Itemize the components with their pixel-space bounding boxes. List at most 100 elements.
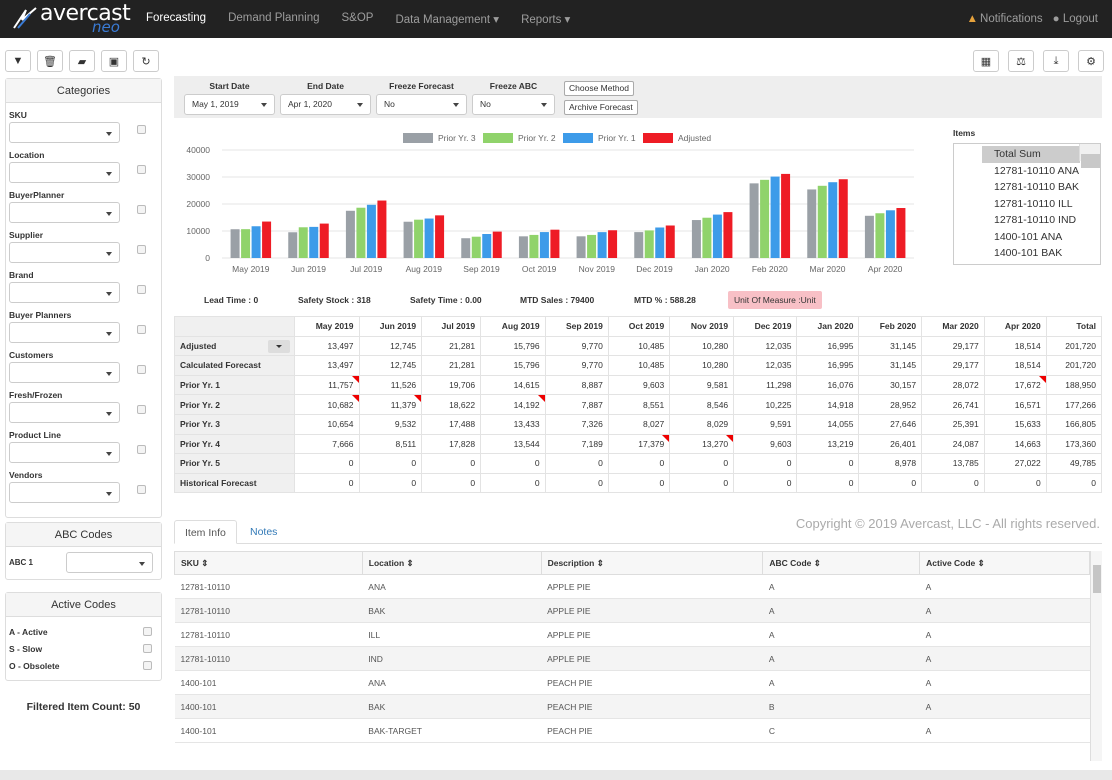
- nav-reports[interactable]: Reports ▾: [521, 14, 571, 26]
- freeze-abc-label: Freeze ABC: [489, 81, 538, 91]
- forecast-cell: 29,177: [921, 355, 985, 376]
- items-column-header[interactable]: Description ⇕: [540, 551, 764, 575]
- category-select-buyerplanner[interactable]: [9, 202, 120, 223]
- save-icon: ▣: [108, 55, 120, 68]
- table-row[interactable]: 12781-10110 ILL APPLE PIE A A: [174, 622, 1090, 647]
- freeze-abc-select[interactable]: No: [472, 94, 555, 115]
- items-list-entry[interactable]: 1400-101 BAK: [994, 247, 1063, 259]
- category-checkbox-buyerplanner[interactable]: [137, 205, 146, 214]
- archive-forecast-button[interactable]: Archive Forecast: [564, 100, 638, 115]
- items-list-entry[interactable]: 12781-10110 IND: [994, 214, 1077, 226]
- category-select-vendors[interactable]: [9, 482, 120, 503]
- download-button[interactable]: ⤓: [1043, 50, 1069, 72]
- table-row[interactable]: 1400-101 BAK PEACH PIE B A: [174, 694, 1090, 719]
- forecast-cell[interactable]: 21,281: [421, 335, 482, 357]
- open-button[interactable]: ▰: [69, 50, 95, 72]
- active-code-checkbox[interactable]: [143, 661, 152, 670]
- items-column-header[interactable]: ABC Code ⇕: [762, 551, 921, 575]
- calculator-button[interactable]: ▦: [973, 50, 999, 72]
- active-codes-panel: Active Codes A - Active S - Slow O - Obsol…: [5, 592, 162, 681]
- table-row[interactable]: 12781-10110 ANA APPLE PIE A A: [174, 574, 1090, 599]
- items-list-entry[interactable]: 12781-10110 ILL: [994, 197, 1073, 210]
- forecast-cell[interactable]: 31,145: [858, 335, 923, 357]
- category-checkbox-fresh-frozen[interactable]: [137, 405, 146, 414]
- chart-y-tick-label: 30000: [186, 172, 210, 182]
- forecast-cell[interactable]: 9,770: [544, 335, 609, 357]
- avercast-logo[interactable]: avercast neo: [12, 3, 138, 36]
- chart-x-tick-label: Feb 2020: [752, 264, 788, 274]
- end-date-select[interactable]: Apr 1, 2020: [280, 94, 371, 115]
- items-table-scrollbar[interactable]: [1090, 551, 1102, 761]
- items-list-entry[interactable]: 12781-10110 BAK: [994, 181, 1080, 193]
- category-select-buyer-planners[interactable]: [9, 322, 120, 343]
- table-row[interactable]: 12781-10110 BAK APPLE PIE A A: [174, 598, 1090, 623]
- category-checkbox-supplier[interactable]: [137, 245, 146, 254]
- category-checkbox-buyer-planners[interactable]: [137, 325, 146, 334]
- nav-demand-planning[interactable]: Demand Planning: [228, 12, 320, 24]
- category-select-location[interactable]: [9, 162, 120, 183]
- table-row[interactable]: 12781-10110 IND APPLE PIE A A: [174, 646, 1090, 671]
- items-column-header[interactable]: Active Code ⇕: [919, 551, 1090, 575]
- forecast-cell[interactable]: 201,720: [1045, 335, 1103, 357]
- category-checkbox-product-line[interactable]: [137, 445, 146, 454]
- items-cell: PEACH PIE: [541, 694, 763, 719]
- category-checkbox-sku[interactable]: [137, 125, 146, 134]
- filter-button[interactable]: ▼: [5, 50, 31, 72]
- start-date-select[interactable]: May 1, 2019: [184, 94, 275, 115]
- category-select-product-line[interactable]: [9, 442, 120, 463]
- settings-button[interactable]: ⚙: [1078, 50, 1104, 72]
- refresh-button[interactable]: ↻: [133, 50, 159, 72]
- forecast-cell[interactable]: 29,177: [921, 335, 985, 357]
- nav-forecasting[interactable]: Forecasting: [146, 12, 207, 24]
- forecast-column-header: Aug 2019: [480, 316, 546, 337]
- items-scrollbar[interactable]: [1079, 144, 1100, 168]
- category-select-customers[interactable]: [9, 362, 120, 383]
- table-row[interactable]: 1400-101 BAK-TARGET PEACH PIE C A: [174, 718, 1090, 743]
- choose-method-button[interactable]: Choose Method: [564, 81, 635, 96]
- nav-data-management[interactable]: Data Management ▾: [395, 14, 500, 26]
- tab-item-info[interactable]: Item Info: [174, 520, 237, 544]
- chart-bar: [896, 208, 906, 258]
- chart-bar: [309, 226, 319, 258]
- items-table-scroll-thumb[interactable]: [1093, 565, 1101, 593]
- items-list-entry[interactable]: 1400-101 ANA: [994, 230, 1063, 243]
- forecast-cell[interactable]: 12,745: [358, 335, 423, 357]
- category-checkbox-location[interactable]: [137, 165, 146, 174]
- items-column-header[interactable]: SKU ⇕: [174, 551, 363, 575]
- category-select-sku[interactable]: [9, 122, 120, 143]
- category-select-brand[interactable]: [9, 282, 120, 303]
- active-code-checkbox[interactable]: [143, 644, 152, 653]
- category-select-supplier[interactable]: [9, 242, 120, 263]
- items-list-entry[interactable]: Total Sum: [982, 146, 1080, 163]
- items-scroll-thumb[interactable]: [1081, 154, 1100, 168]
- notifications-link[interactable]: ▲ Notifications: [957, 13, 1043, 25]
- category-checkbox-customers[interactable]: [137, 365, 146, 374]
- chart-bar: [471, 236, 481, 258]
- adjusted-dropdown[interactable]: [268, 339, 290, 353]
- items-column-header[interactable]: Location ⇕: [361, 551, 542, 575]
- forecast-cell[interactable]: 10,485: [607, 335, 671, 357]
- active-code-checkbox[interactable]: [143, 627, 152, 636]
- category-checkbox-brand[interactable]: [137, 285, 146, 294]
- forecast-cell[interactable]: 16,995: [796, 335, 860, 357]
- items-listbox[interactable]: Total Sum 12781-10110 ANA 12781-10110 BAK 1…: [953, 143, 1101, 265]
- table-row[interactable]: 1400-101 ANA PEACH PIE A A: [174, 670, 1090, 695]
- category-select-fresh-frozen[interactable]: [9, 402, 120, 423]
- forecast-cell: 0: [358, 453, 423, 474]
- tab-notes[interactable]: Notes: [250, 526, 278, 538]
- logout-link[interactable]: ● Logout: [1053, 13, 1098, 25]
- forecast-cell[interactable]: 12,035: [733, 335, 798, 357]
- items-list-entry[interactable]: 12781-10110 ANA: [994, 164, 1080, 177]
- scale-button[interactable]: ⚖: [1008, 50, 1034, 72]
- nav-sop[interactable]: S&OP: [341, 12, 374, 24]
- category-checkbox-vendors[interactable]: [137, 485, 146, 494]
- forecast-cell: 0: [607, 453, 671, 474]
- abc-1-select[interactable]: [66, 552, 153, 573]
- forecast-cell[interactable]: 10,280: [669, 335, 735, 357]
- forecast-cell[interactable]: 18,514: [983, 335, 1047, 357]
- forecast-cell[interactable]: 15,796: [480, 335, 546, 357]
- forecast-cell[interactable]: 13,497: [294, 335, 360, 357]
- freeze-forecast-select[interactable]: No: [376, 94, 467, 115]
- save-button[interactable]: ▣: [101, 50, 127, 72]
- delete-button[interactable]: 🗑: [37, 50, 63, 72]
